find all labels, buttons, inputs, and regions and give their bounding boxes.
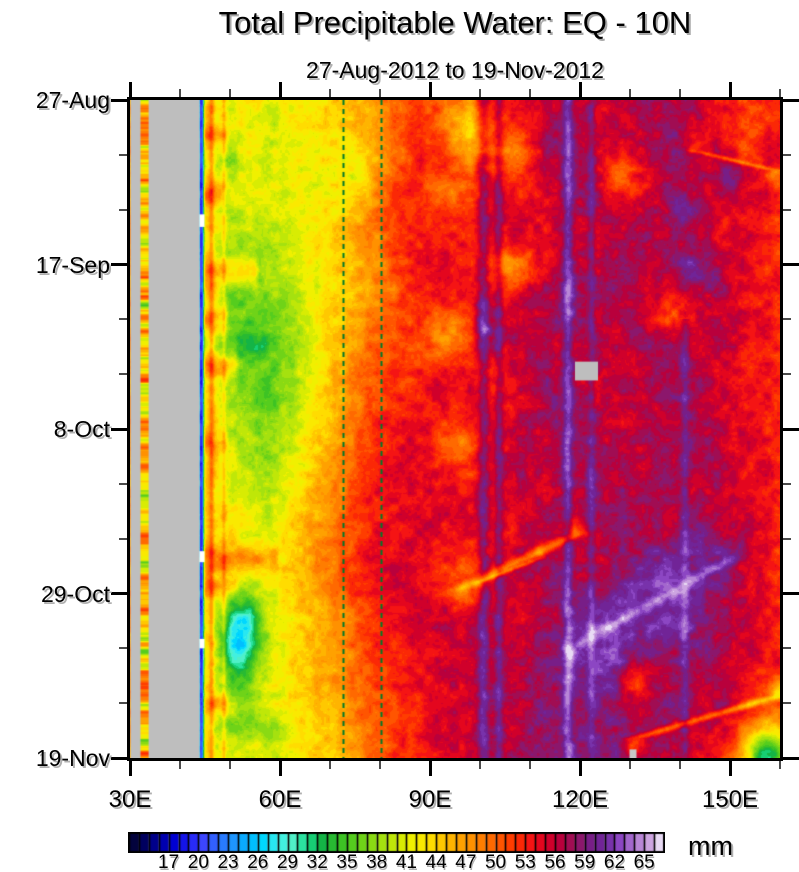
x-minor-tick [529, 761, 531, 769]
colorbar-tick-label: 65 [633, 852, 655, 872]
heatmap-canvas [130, 100, 780, 758]
x-minor-tick [329, 761, 331, 769]
y-tick-label: 8-Oct [53, 416, 110, 442]
x-minor-tick-top [779, 89, 781, 97]
colorbar-tick-label: 50 [484, 852, 507, 872]
chart-title: Total Precipitable Water: EQ - 10N [218, 5, 692, 40]
colorbar-tick-label: 62 [603, 852, 626, 872]
y-tick-label: 17-Sep [35, 251, 110, 278]
x-major-tick-top [578, 82, 582, 97]
x-minor-tick-top [629, 89, 631, 97]
y-major-tick-right [783, 592, 799, 595]
colorbar-tick-label: 53 [514, 852, 536, 872]
x-major-tick-top [728, 82, 732, 97]
x-major-tick [428, 761, 432, 776]
colorbar-tick-label: 17 [158, 852, 180, 872]
colorbar-tick-label: 32 [306, 852, 328, 872]
x-minor-tick [379, 761, 381, 769]
y-minor-tick-right [783, 537, 791, 540]
y-major-tick [111, 427, 127, 431]
x-minor-tick [479, 761, 481, 769]
x-tick-label: 150E [701, 786, 759, 813]
x-minor-tick [179, 761, 181, 769]
x-tick-label: 90E [408, 786, 452, 813]
y-minor-tick-right [783, 373, 791, 376]
colorbar-tick-label: 41 [395, 852, 417, 872]
x-tick-label: 60E [258, 786, 302, 813]
y-tick-label: 27-Aug [35, 87, 110, 113]
x-major-tick-top [128, 82, 132, 97]
plot-border [127, 97, 783, 761]
y-major-tick [111, 263, 127, 266]
x-minor-tick-top [379, 89, 381, 97]
colorbar-tick-label: 26 [247, 852, 269, 872]
y-major-tick [111, 756, 127, 760]
colorbar-tick-label: 35 [336, 852, 358, 872]
x-major-tick [578, 761, 582, 776]
colorbar-tick-label: 44 [425, 852, 447, 872]
x-major-tick [728, 761, 732, 776]
x-major-tick [278, 761, 282, 776]
y-minor-tick [119, 208, 127, 211]
y-major-tick-right [783, 427, 799, 431]
colorbar-tick-label: 56 [544, 852, 566, 872]
y-minor-tick [119, 153, 127, 156]
x-minor-tick-top [679, 89, 681, 97]
y-minor-tick-right [783, 702, 791, 705]
colorbar-tick-label: 23 [217, 852, 239, 872]
y-major-tick-right [783, 98, 799, 102]
y-minor-tick [119, 702, 127, 705]
y-major-tick-right [783, 756, 799, 760]
colorbar-tick-label: 29 [276, 852, 299, 872]
x-minor-tick-top [329, 89, 331, 97]
colorbar [128, 832, 665, 853]
colorbar-tick-label: 20 [187, 852, 209, 872]
y-minor-tick [119, 647, 127, 650]
x-minor-tick [679, 761, 681, 769]
colorbar-unit: mm [688, 831, 733, 861]
y-major-tick-right [783, 263, 799, 266]
x-minor-tick [779, 761, 781, 769]
y-minor-tick-right [783, 153, 791, 156]
x-major-tick [128, 761, 132, 776]
x-minor-tick [629, 761, 631, 769]
y-minor-tick [119, 318, 127, 321]
x-minor-tick-top [479, 89, 481, 97]
y-tick-label: 29-Oct [40, 580, 110, 607]
x-major-tick-top [278, 82, 282, 97]
y-minor-tick-right [783, 318, 791, 321]
colorbar-tick-label: 47 [455, 852, 477, 872]
y-minor-tick-right [783, 208, 791, 211]
y-minor-tick-right [783, 647, 791, 650]
x-minor-tick-top [229, 89, 231, 97]
x-tick-label: 120E [551, 786, 609, 813]
x-minor-tick-top [179, 89, 181, 97]
x-major-tick-top [428, 82, 432, 97]
colorbar-tick-label: 59 [574, 852, 596, 872]
y-minor-tick [119, 482, 127, 485]
y-major-tick [111, 98, 127, 102]
y-minor-tick-right [783, 482, 791, 485]
x-tick-label: 30E [108, 786, 152, 813]
x-minor-tick-top [529, 89, 531, 97]
chart-subtitle: 27-Aug-2012 to 19-Nov-2012 [306, 57, 604, 83]
x-minor-tick [229, 761, 231, 769]
y-major-tick [111, 592, 127, 595]
y-minor-tick [119, 373, 127, 376]
y-tick-label: 19-Nov [35, 745, 110, 771]
y-minor-tick [119, 537, 127, 540]
colorbar-tick-label: 38 [366, 852, 388, 872]
